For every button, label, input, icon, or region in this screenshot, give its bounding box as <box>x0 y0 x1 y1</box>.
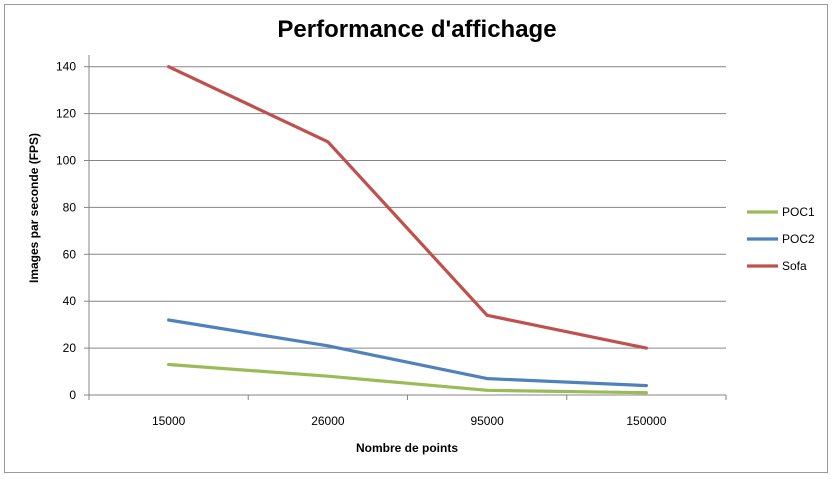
series-line-poc1 <box>167 362 649 395</box>
series-line-sofa <box>167 65 649 350</box>
y-tick-label: 100 <box>56 154 76 168</box>
x-axis-label: Nombre de points <box>356 441 458 455</box>
y-axis-label: Images par seconde (FPS) <box>27 133 41 283</box>
x-tick-labels: 15000 26000 95000 150000 <box>88 395 727 428</box>
legend-label-poc2: POC2 <box>782 232 815 246</box>
y-tick-label: 80 <box>63 200 77 214</box>
y-tick-label: 40 <box>63 294 77 308</box>
x-tick-label: 95000 <box>470 414 504 428</box>
y-tick-label: 0 <box>69 388 76 402</box>
y-tick-labels: 0 20 40 60 80 100 120 140 <box>56 60 76 402</box>
y-tick-label: 140 <box>56 60 76 74</box>
chart-title: Performance d'affichage <box>277 16 557 43</box>
y-tick-label: 60 <box>63 247 77 261</box>
x-tick-label: 26000 <box>311 414 345 428</box>
y-tick-label: 120 <box>56 107 76 121</box>
y-tick-label: 20 <box>63 341 77 355</box>
gridlines <box>84 66 726 396</box>
x-tick-label: 15000 <box>152 414 186 428</box>
legend-label-poc1: POC1 <box>782 205 815 219</box>
legend-label-sofa: Sofa <box>782 259 807 273</box>
legend: POC1 POC2 Sofa <box>747 205 815 273</box>
series-line-poc2 <box>167 318 649 388</box>
x-tick-label: 150000 <box>626 414 666 428</box>
series-lines <box>167 65 649 395</box>
